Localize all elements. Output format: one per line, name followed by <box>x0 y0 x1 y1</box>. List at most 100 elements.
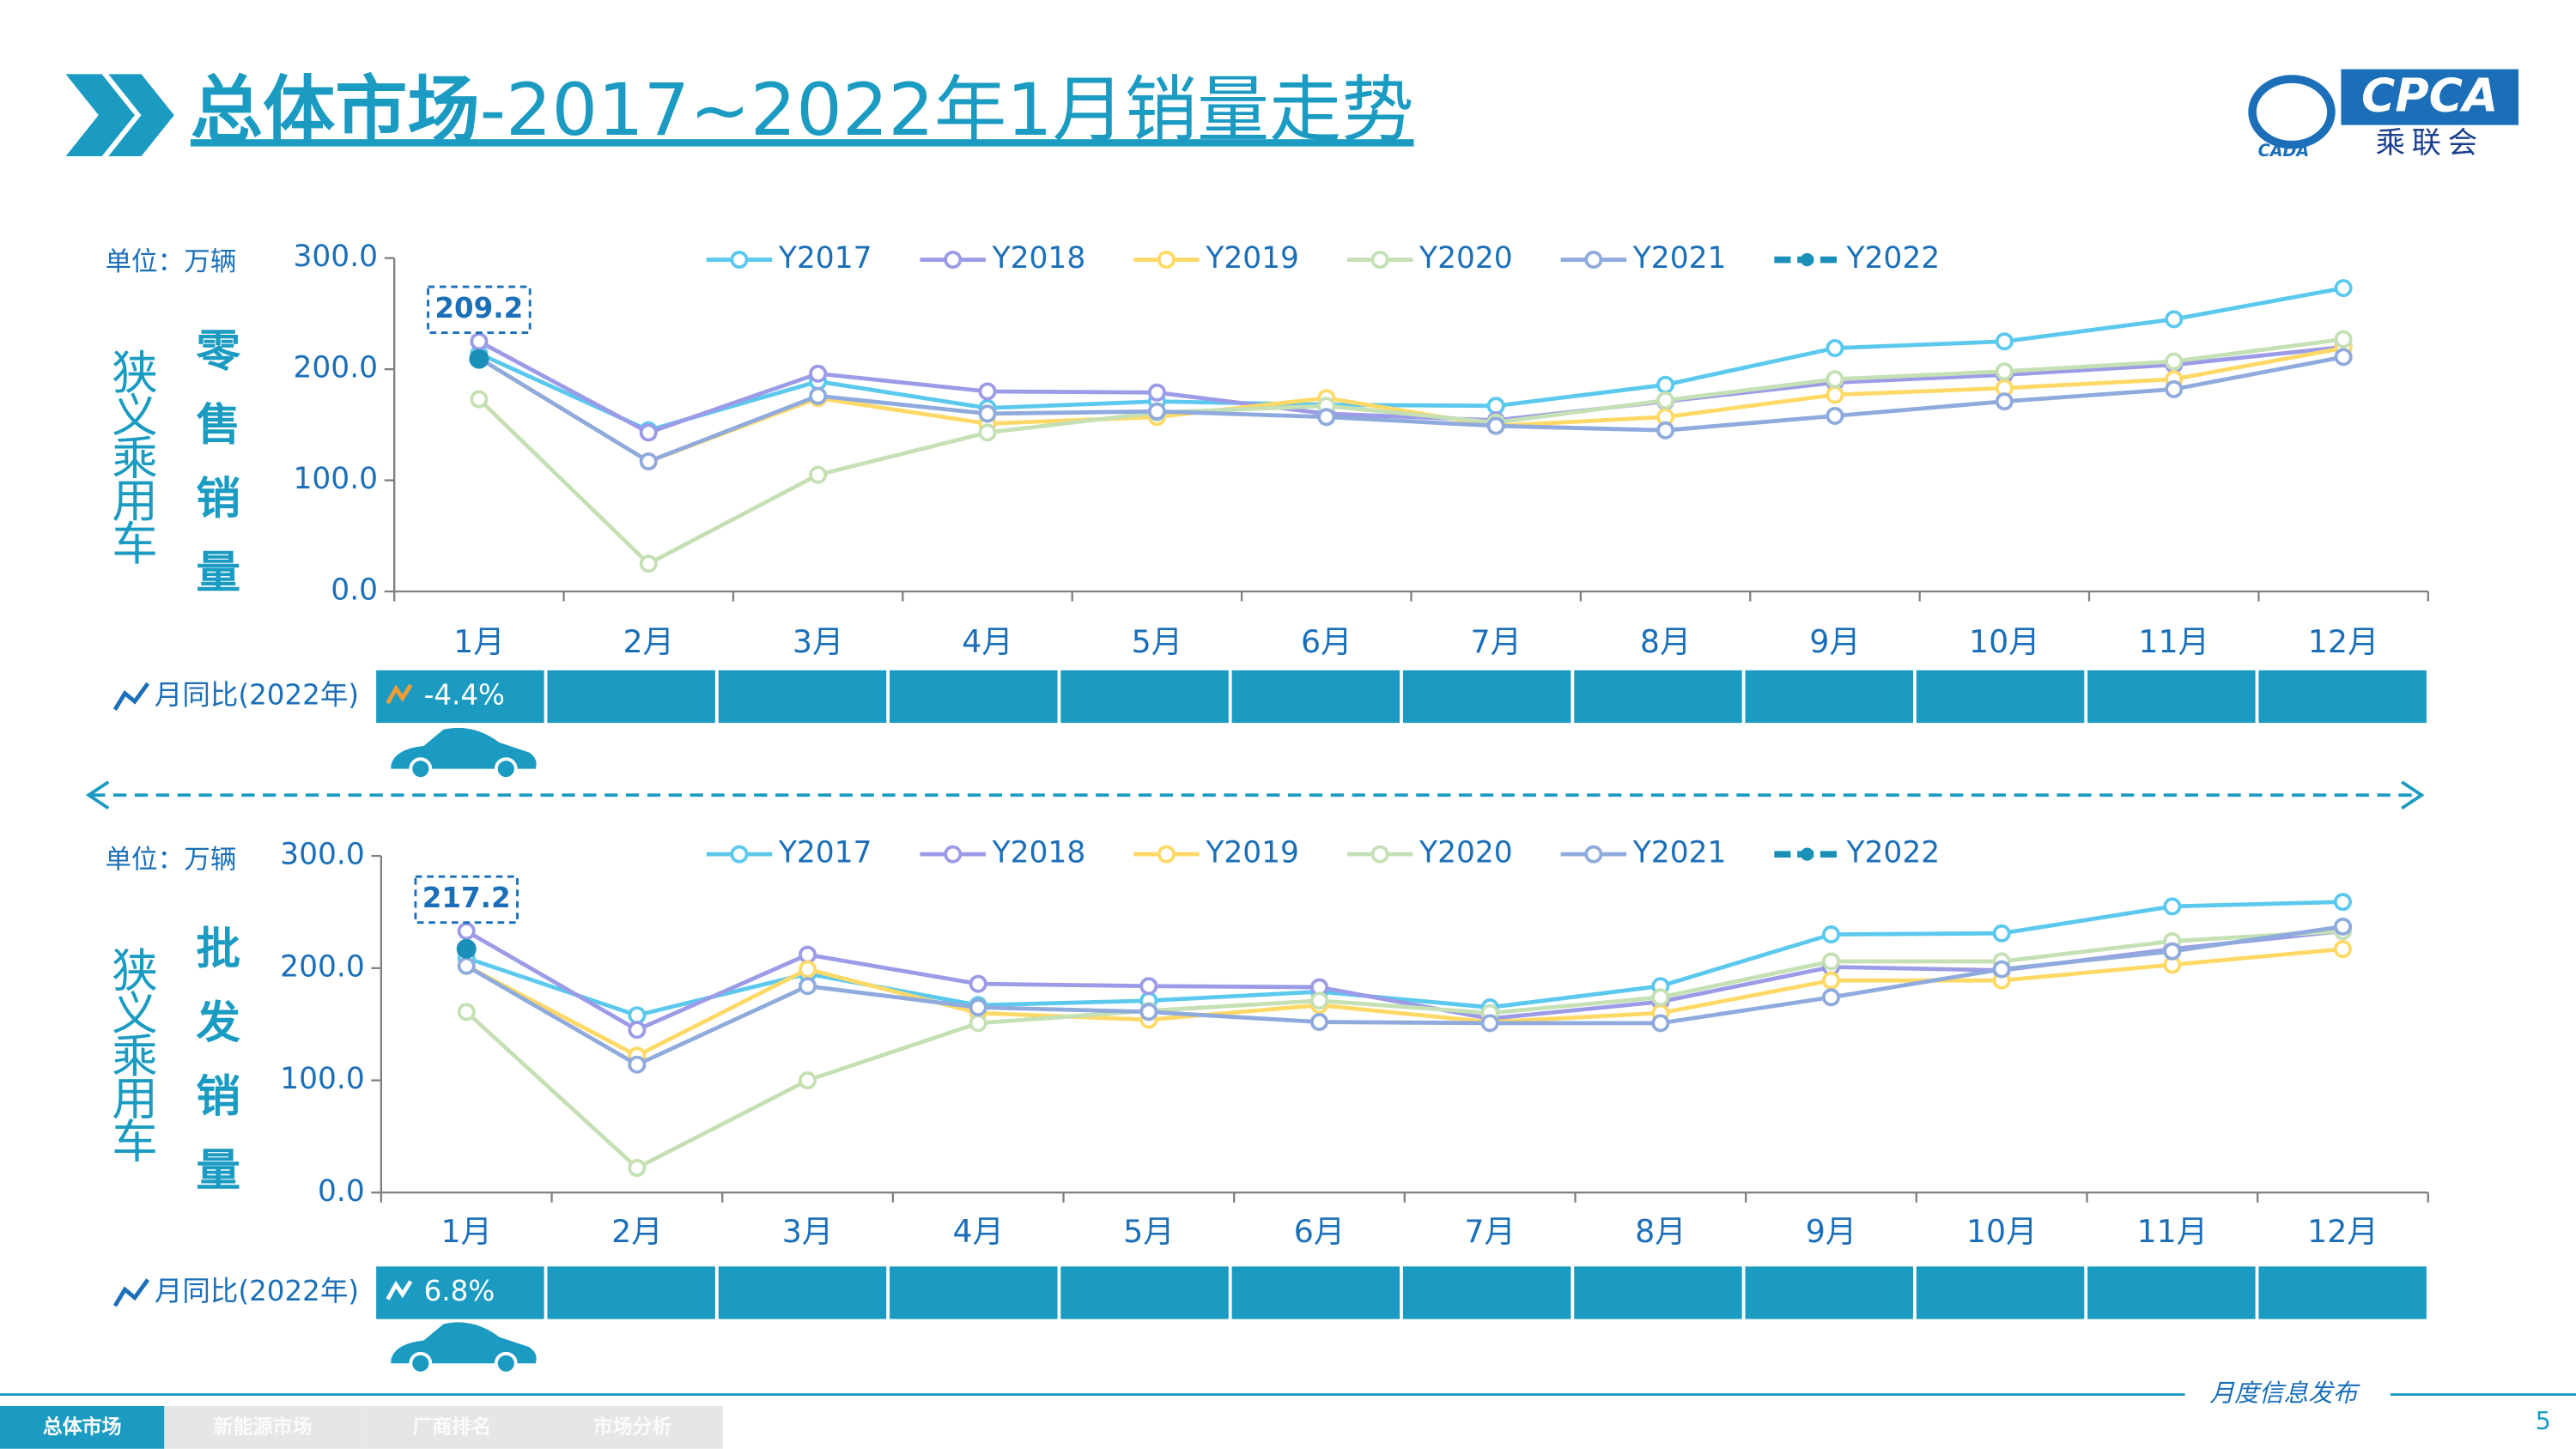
legend-marker <box>1370 251 1389 270</box>
series-line <box>477 355 2344 464</box>
legend-label: Y2022 <box>1846 241 1941 276</box>
x-tick-label: 10月 <box>1969 623 2040 660</box>
y-tick-label: 0.0 <box>318 1174 365 1209</box>
data-label: 217.2 <box>422 882 511 914</box>
data-point <box>1139 1003 1158 1022</box>
data-point <box>457 1003 476 1022</box>
yoy-cell <box>1745 1266 1913 1319</box>
data-point <box>2333 893 2352 912</box>
data-point <box>639 452 658 471</box>
x-tick-label: 12月 <box>2308 623 2379 660</box>
yoy-cell <box>2087 1266 2256 1319</box>
x-tick-label: 2月 <box>623 623 674 660</box>
x-tick-label: 11月 <box>2138 623 2209 660</box>
series-line <box>477 336 2344 567</box>
x-tick-label: 12月 <box>2307 1213 2379 1250</box>
car-icon <box>391 727 537 781</box>
data-point <box>2165 379 2184 398</box>
side-label: 狭义乘用车 <box>105 946 159 1161</box>
yoy-icon <box>112 682 150 712</box>
data-point <box>1826 385 1844 404</box>
legend-label: Y2017 <box>778 836 872 870</box>
x-tick-label: 9月 <box>1806 1213 1856 1250</box>
data-point <box>1486 397 1505 415</box>
yoy-cell <box>2258 670 2427 724</box>
yoy-icon <box>112 1278 150 1307</box>
series-line <box>465 900 2343 1018</box>
yoy-label: 月同比(2022年) <box>155 678 359 711</box>
legend-marker <box>944 845 963 864</box>
car-icon <box>391 1322 537 1375</box>
logo-sub: 乘联会 <box>2376 126 2484 161</box>
yoy-cell <box>547 670 715 724</box>
x-tick-label: 3月 <box>793 623 843 660</box>
legend-label: Y2017 <box>778 241 872 276</box>
data-point <box>809 364 828 383</box>
title-rest: -2017~2022年1月销量走势 <box>480 68 1414 152</box>
data-point <box>639 555 658 573</box>
yoy-cell <box>1916 670 2085 724</box>
yoy-cell <box>890 1266 1058 1319</box>
series-line <box>465 925 2343 1067</box>
data-point <box>456 938 477 959</box>
car-wheel <box>409 1351 433 1375</box>
data-point <box>969 974 987 993</box>
unit-label: 单位：万辆 <box>105 845 236 875</box>
legend-marker <box>1584 251 1603 270</box>
x-tick-label: 9月 <box>1809 623 1860 660</box>
y-tick-label: 100.0 <box>280 1062 365 1096</box>
y-tick-label: 100.0 <box>294 462 379 496</box>
x-tick-label: 4月 <box>952 1213 1003 1250</box>
legend-label: Y2018 <box>992 241 1086 276</box>
legend-label: Y2022 <box>1846 836 1941 870</box>
x-tick-label: 1月 <box>453 623 504 660</box>
data-point <box>1309 1013 1329 1032</box>
series-line <box>465 929 2343 1171</box>
data-point <box>969 998 987 1017</box>
car-wheel <box>494 1351 518 1375</box>
data-point <box>1309 991 1329 1010</box>
yoy-cell <box>1574 1266 1742 1319</box>
legend-marker <box>1800 252 1814 267</box>
data-point <box>1995 392 2014 411</box>
y-tick-label: 200.0 <box>280 949 365 984</box>
data-point <box>1821 925 1841 944</box>
logo-box <box>2341 69 2519 125</box>
legend-label: Y2020 <box>1419 241 1513 276</box>
car-body <box>391 1322 537 1364</box>
y-tick-label: 200.0 <box>294 351 379 385</box>
legend-label: Y2021 <box>1632 241 1727 276</box>
data-point <box>2163 942 2182 961</box>
yoy-trend-icon <box>386 683 413 705</box>
series-line <box>477 339 2344 435</box>
data-point <box>470 332 489 351</box>
data-point <box>628 1021 647 1040</box>
data-label-box <box>414 875 519 925</box>
data-point <box>1821 971 1841 990</box>
y-tick-label: 300.0 <box>294 239 379 274</box>
divider <box>85 780 2425 810</box>
page-number: 5 <box>2536 1406 2551 1435</box>
x-tick-label: 4月 <box>962 623 1012 660</box>
data-point <box>1995 362 2014 381</box>
footer-tab-label: 厂商排名 <box>412 1415 491 1438</box>
car-body <box>391 727 537 769</box>
data-point <box>1656 375 1675 394</box>
data-point <box>1317 408 1336 427</box>
x-tick-label: 8月 <box>1635 1213 1686 1250</box>
legend-marker <box>1370 845 1389 864</box>
x-tick-label: 8月 <box>1640 623 1691 660</box>
x-tick-label: 2月 <box>611 1213 662 1250</box>
title-bold: 总体市场 <box>191 68 480 152</box>
data-point <box>1826 370 1844 389</box>
data-point <box>628 1055 647 1074</box>
footer-tab-label: 新能源市场 <box>214 1415 313 1438</box>
metric-label: 零售销量 <box>188 327 240 622</box>
yoy-cell <box>718 670 887 724</box>
data-label: 209.2 <box>434 292 523 324</box>
car-wheel <box>494 757 518 781</box>
data-point <box>978 404 997 423</box>
metric-label: 批发销量 <box>188 925 240 1220</box>
legend-label: Y2019 <box>1205 836 1299 870</box>
